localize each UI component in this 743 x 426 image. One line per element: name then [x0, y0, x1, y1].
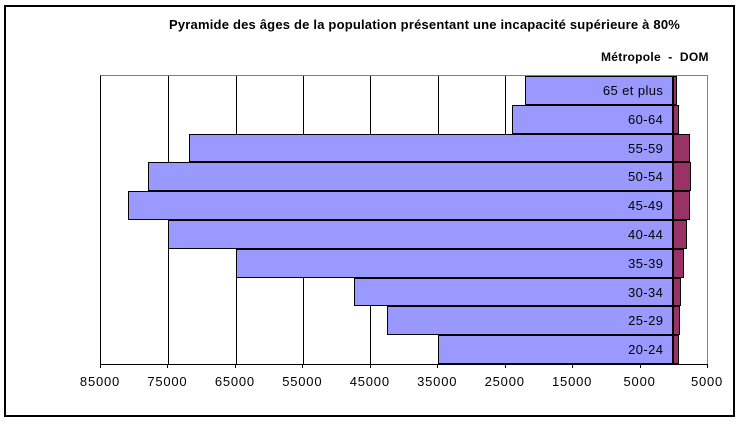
bar-metropole-25-29: 25-29 [387, 306, 674, 335]
bar-dom-25-29 [673, 306, 680, 335]
bar-dom-50-54 [673, 162, 691, 191]
bar-metropole-20-24: 20-24 [437, 335, 674, 364]
category-label-20-24: 20-24 [628, 342, 664, 357]
bar-dom-30-34 [673, 278, 682, 306]
category-label-60-64: 60-64 [628, 112, 664, 127]
bar-dom-40-44 [673, 220, 688, 249]
bar-dom-55-59 [673, 134, 691, 162]
category-label-50-54: 50-54 [628, 169, 664, 184]
axis-tick-6 [504, 364, 506, 368]
axis-tick-1 [167, 364, 169, 368]
bar-dom-20-24 [673, 335, 679, 364]
category-label-45-49: 45-49 [628, 198, 664, 213]
category-label-40-44: 40-44 [628, 227, 664, 242]
axis-tick-label-7: 15000 [552, 374, 593, 389]
axis-tick-5 [437, 364, 439, 368]
axis-tick-0 [100, 364, 101, 368]
axis-tick-4 [369, 364, 371, 368]
axis-tick-label-5: 35000 [417, 374, 458, 389]
axis-tick-label-3: 55000 [282, 374, 323, 389]
bar-metropole-50-54: 50-54 [148, 162, 674, 191]
axis-tick-7 [572, 364, 574, 368]
axis-tick-label-4: 45000 [349, 374, 390, 389]
axis-tick-label-0: 85000 [79, 374, 121, 389]
bar-metropole-35-39: 35-39 [235, 249, 674, 278]
category-label-30-34: 30-34 [628, 284, 664, 300]
axis-tick-8 [639, 364, 641, 368]
bar-metropole-40-44: 40-44 [168, 220, 674, 249]
axis-tick-label-6: 25000 [484, 374, 525, 389]
bar-metropole-55-59: 55-59 [188, 134, 674, 162]
category-label-25-29: 25-29 [628, 313, 664, 328]
legend: Métropole - DOM [601, 50, 709, 64]
category-label-65-et-plus: 65 et plus [602, 83, 664, 98]
chart-title: Pyramide des âges de la population prése… [169, 17, 681, 32]
bar-dom-65-et-plus [673, 76, 678, 105]
category-label-35-39: 35-39 [628, 256, 664, 271]
axis-tick-label-1: 75000 [147, 374, 188, 389]
axis-tick-3 [302, 364, 304, 368]
bar-metropole-30-34: 30-34 [353, 278, 674, 306]
bar-dom-45-49 [673, 191, 691, 220]
bar-dom-35-39 [673, 249, 685, 278]
bar-metropole-65-et-plus: 65 et plus [525, 76, 674, 105]
axis-tick-9 [707, 364, 708, 368]
axis-tick-label-2: 65000 [214, 374, 255, 389]
plot-area: 65 et plus 60-64 55-59 50-54 45-49 40-44 35-39… [100, 75, 708, 365]
bar-dom-60-64 [673, 105, 679, 134]
axis-tick-label-9: 5000 [690, 374, 724, 389]
axis-tick-label-8: 5000 [623, 374, 656, 389]
axis-tick-2 [234, 364, 236, 368]
bar-metropole-60-64: 60-64 [511, 105, 674, 134]
category-label-55-59: 55-59 [628, 140, 664, 156]
bar-metropole-45-49: 45-49 [127, 191, 674, 220]
